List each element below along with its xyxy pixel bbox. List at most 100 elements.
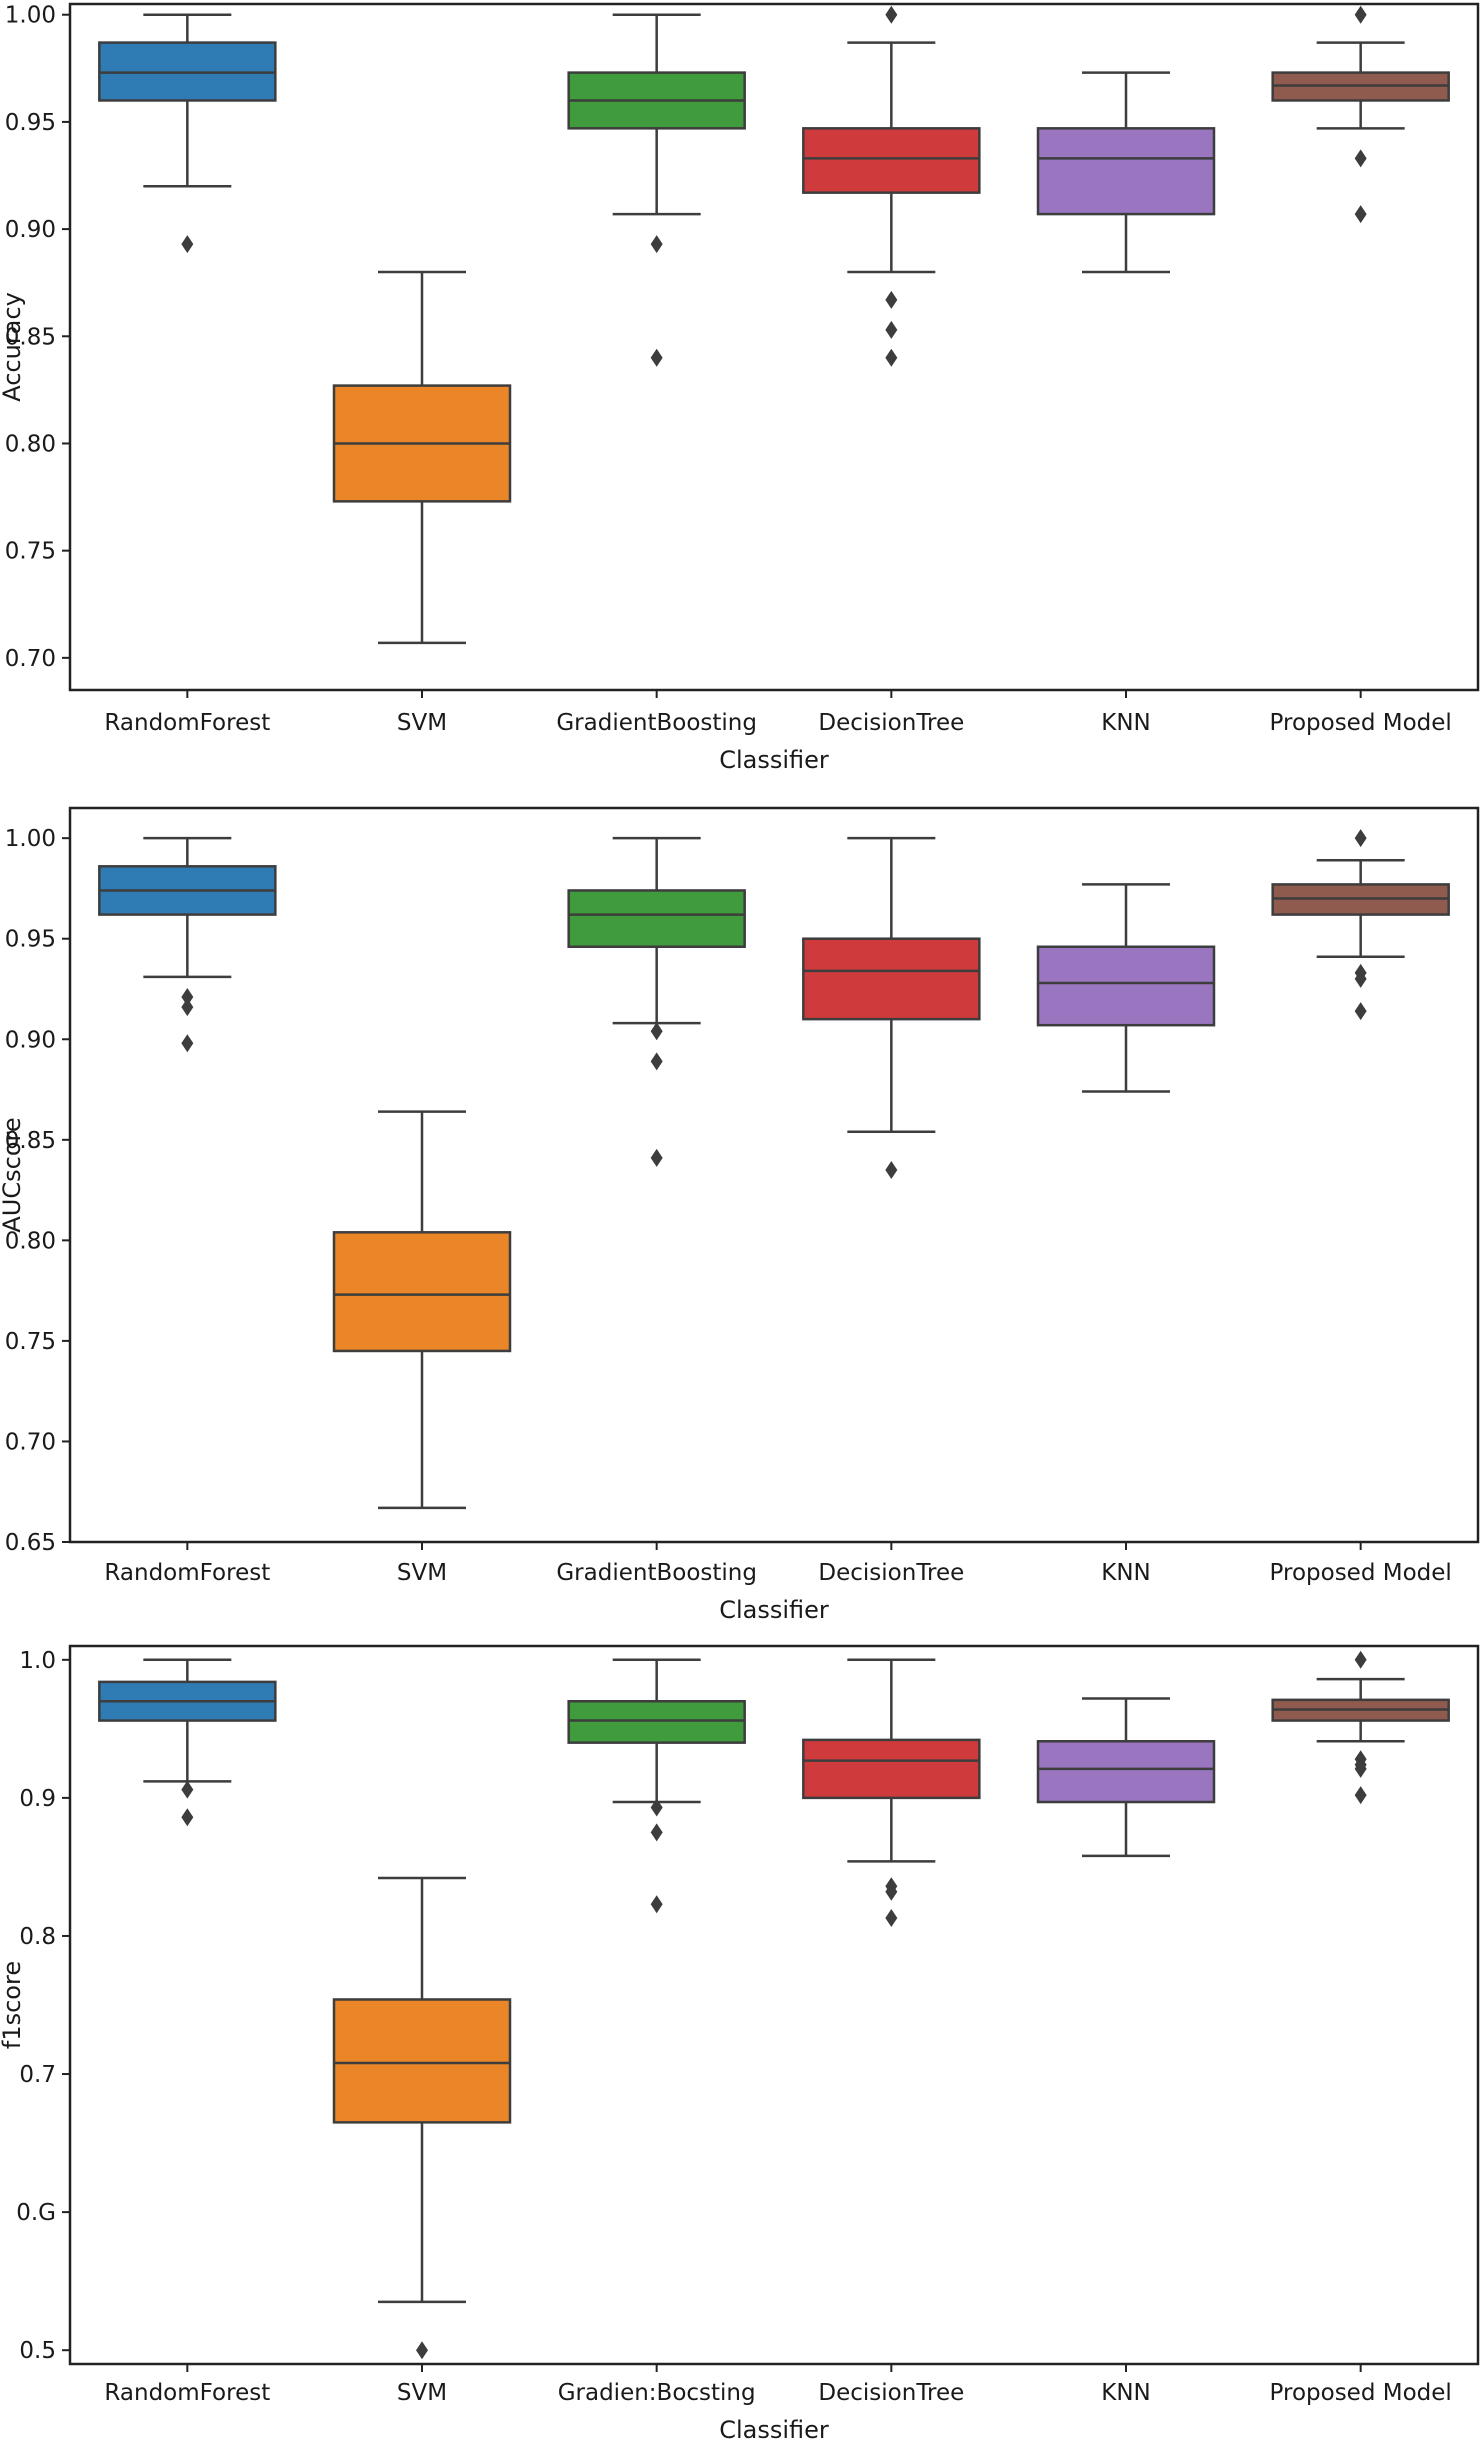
chart-0-ytick-label: 0.85: [5, 324, 56, 350]
chart-2-plot-frame: [68, 1644, 1480, 2366]
auc-panel: 0.65 0.70 0.75 0.80 0.85 0.90 0.95 1.00 RandomFo…: [0, 790, 1481, 1620]
chart-0-box-2: [567, 13, 746, 367]
chart-2-ytick-label: 0.G: [16, 2200, 56, 2226]
chart-2-outlier: [181, 1808, 194, 1827]
chart-0-outlier: [885, 348, 898, 367]
chart-1-xtick-label: DecisionTree: [818, 1560, 964, 1586]
chart-2-box-2: [567, 1658, 746, 1914]
chart-1-iqr-box: [802, 937, 981, 1021]
accuracy-panel: 0.70 0.75 0.80 0.85 0.90 0.95 1.00 RandomForest…: [0, 0, 1481, 780]
chart-2-outlier: [1354, 1759, 1367, 1778]
chart-2-outlier: [1354, 1650, 1367, 1669]
chart-1-y-axis-label: AUCscore: [0, 1117, 26, 1232]
chart-0-ytick-label: 0.70: [5, 646, 56, 672]
chart-1-outlier: [1354, 969, 1367, 988]
chart-1-outlier: [650, 1052, 663, 1071]
chart-0-outlier: [885, 290, 898, 309]
chart-1-outlier: [885, 1160, 898, 1179]
chart-0-ytick-label: 0.80: [5, 431, 56, 457]
chart-1-ytick-label: 0.95: [5, 927, 56, 953]
chart-1-outlier: [650, 1148, 663, 1167]
chart-2-xtick-label: DecisionTree: [818, 2380, 964, 2406]
chart-0-ytick-label: 0.75: [5, 539, 56, 565]
chart-2-ytick-label: 0.7: [19, 2062, 56, 2088]
f1-boxplot: 0.5 0.G 0.7 0.8 0.9 1.0 RandomForest SVM Gradien…: [0, 1644, 1480, 2444]
chart-0-outlier: [650, 348, 663, 367]
chart-0-box-3: [802, 5, 981, 367]
chart-0-box-1: [332, 270, 512, 645]
chart-1-xtick-label: SVM: [397, 1560, 447, 1586]
chart-1-xtick-label: KNN: [1101, 1560, 1151, 1586]
chart-2-outlier: [885, 1909, 898, 1928]
chart-0-iqr-box: [1036, 127, 1216, 216]
chart-1-box-1: [332, 1110, 512, 1510]
auc-boxplot: 0.65 0.70 0.75 0.80 0.85 0.90 0.95 1.00 RandomFo…: [0, 806, 1480, 1620]
chart-2-iqr-box: [567, 1699, 746, 1744]
chart-2-box-5: [1271, 1650, 1450, 1805]
chart-1-ytick-label: 0.70: [5, 1429, 56, 1455]
chart-1-ytick-label: 1.00: [5, 826, 56, 852]
chart-2-ytick-label: 0.5: [19, 2338, 56, 2364]
chart-0-outlier: [1354, 205, 1367, 224]
chart-1-box-5: [1271, 829, 1450, 1021]
chart-2-box-4: [1036, 1697, 1216, 1858]
chart-1-outlier: [650, 1022, 663, 1041]
chart-1-outlier: [1354, 829, 1367, 848]
chart-1-plot-frame: [68, 806, 1480, 1544]
chart-0-xtick-label: KNN: [1101, 710, 1151, 736]
chart-0-xtick-label: SVM: [397, 710, 447, 736]
chart-1-xtick-label: RandomForest: [104, 1560, 270, 1586]
chart-0-box-4: [1036, 71, 1216, 274]
chart-0-outlier: [885, 320, 898, 339]
chart-2-outlier: [885, 1882, 898, 1901]
chart-0-xtick-label: GradientBoosting: [556, 710, 757, 736]
chart-2-outlier: [650, 1798, 663, 1817]
chart-2-iqr-box: [1036, 1740, 1216, 1804]
chart-1-ytick-label: 0.65: [5, 1530, 56, 1556]
chart-1-ytick-label: 0.85: [5, 1128, 56, 1154]
chart-0-box-5: [1271, 5, 1450, 224]
chart-2-box-1: [332, 1876, 512, 2360]
chart-0-xtick-label: Proposed Model: [1270, 710, 1452, 736]
chart-0-outlier: [885, 5, 898, 24]
chart-2-x-axis-label: Classifier: [719, 2416, 829, 2444]
chart-0-iqr-box: [802, 127, 981, 194]
chart-1-box-2: [567, 836, 746, 1167]
chart-2-ytick-label: 0.9: [19, 1786, 56, 1812]
chart-1-xtick-label: Proposed Model: [1270, 1560, 1452, 1586]
chart-1-ytick-label: 0.90: [5, 1027, 56, 1053]
chart-0-outlier: [1354, 5, 1367, 24]
chart-0-outlier: [650, 235, 663, 254]
chart-2-y-axis-label: f1score: [0, 1961, 26, 2049]
chart-2-ytick-label: 1.0: [19, 1648, 56, 1674]
chart-2-outlier: [650, 1895, 663, 1914]
chart-2-xtick-label: Gradien:Bocsting: [558, 2380, 756, 2406]
chart-1-outlier: [1354, 1002, 1367, 1021]
chart-0-plot-frame: [68, 2, 1480, 692]
chart-0-y-axis-label: Accuracy: [0, 292, 26, 402]
chart-2-outlier: [416, 2341, 428, 2360]
chart-2-outlier: [1354, 1786, 1367, 1805]
chart-0-xtick-label: DecisionTree: [818, 710, 964, 736]
chart-2-xtick-label: SVM: [397, 2380, 447, 2406]
chart-1-ytick-label: 0.80: [5, 1228, 56, 1254]
chart-0-ytick-label: 0.95: [5, 110, 56, 136]
chart-2-box-0: [98, 1658, 277, 1827]
chart-1-box-0: [98, 836, 277, 1053]
chart-0-outlier: [181, 235, 194, 254]
chart-0-box-0: [98, 13, 277, 254]
chart-2-iqr-box: [332, 1998, 512, 2124]
chart-1-iqr-box: [567, 889, 746, 949]
chart-1-outlier: [181, 998, 194, 1017]
chart-0-outlier: [1354, 149, 1367, 168]
chart-1-xtick-label: GradientBoosting: [556, 1560, 757, 1586]
chart-2-xtick-label: KNN: [1101, 2380, 1151, 2406]
chart-2-box-3: [802, 1658, 981, 1928]
chart-0-ytick-label: 0.90: [5, 217, 56, 243]
chart-1-outlier: [181, 1034, 194, 1053]
chart-0-xtick-label: RandomForest: [104, 710, 270, 736]
chart-1-ytick-label: 0.75: [5, 1329, 56, 1355]
accuracy-boxplot: 0.70 0.75 0.80 0.85 0.90 0.95 1.00 RandomForest…: [0, 2, 1480, 774]
chart-1-outlier: [181, 988, 194, 1007]
chart-1-box-3: [802, 836, 981, 1179]
